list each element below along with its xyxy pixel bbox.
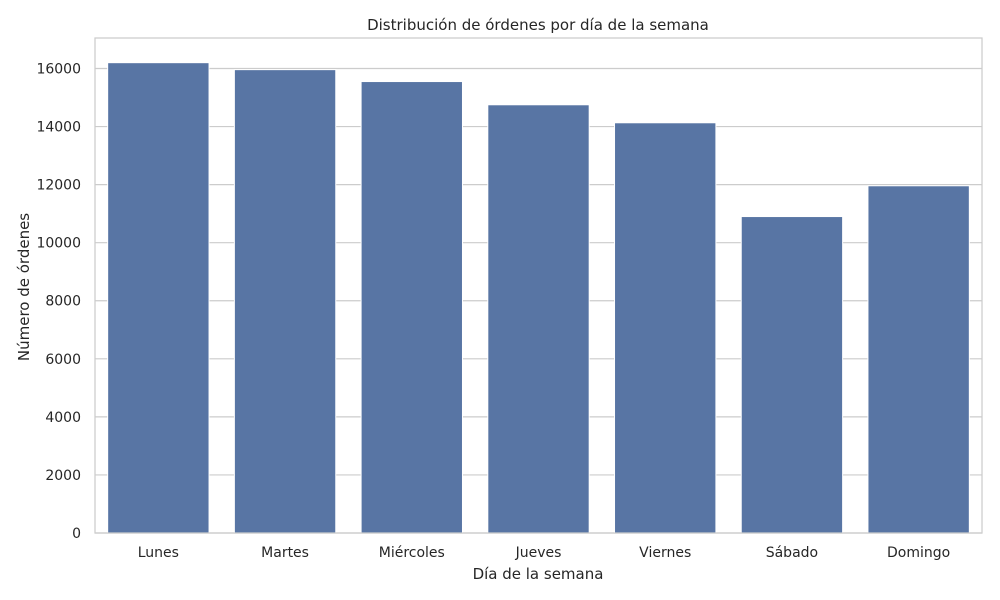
y-tick-label: 12000 (36, 178, 81, 194)
y-tick-label: 14000 (36, 120, 81, 136)
x-tick-label: Jueves (515, 545, 562, 561)
x-tick-label: Domingo (887, 545, 950, 561)
x-tick-label: Lunes (138, 545, 179, 561)
plot-frame (94, 37, 983, 534)
bar-jueves (487, 104, 590, 534)
y-axis-title: Número de órdenes (15, 213, 33, 361)
bar-martes (233, 69, 337, 534)
y-tick-label: 2000 (45, 468, 81, 484)
x-tick-label: Sábado (766, 545, 818, 561)
y-tick-label: 10000 (36, 236, 81, 252)
bars (107, 62, 970, 534)
x-axis-title: Día de la semana (473, 565, 604, 583)
bar-domingo (867, 185, 970, 534)
y-tick-labels: 0 2000 4000 6000 8000 10000 12000 14000 16000 (36, 61, 81, 542)
y-tick-label: 8000 (45, 294, 81, 310)
bar-viernes (614, 122, 717, 534)
x-tick-label: Martes (261, 545, 309, 561)
chart-title: Distribución de órdenes por día de la se… (367, 16, 709, 34)
x-tick-labels: Lunes Martes Miércoles Jueves Viernes Sábado D… (138, 545, 950, 561)
y-tick-label: 16000 (36, 61, 81, 77)
y-tick-label: 4000 (45, 410, 81, 426)
y-tick-label: 0 (72, 526, 81, 542)
y-tick-label: 6000 (45, 352, 81, 368)
bar-sábado (740, 216, 844, 534)
bar-miércoles (360, 81, 463, 534)
bar-lunes (107, 62, 210, 534)
x-tick-label: Viernes (639, 545, 691, 561)
x-tick-label: Miércoles (379, 545, 445, 561)
